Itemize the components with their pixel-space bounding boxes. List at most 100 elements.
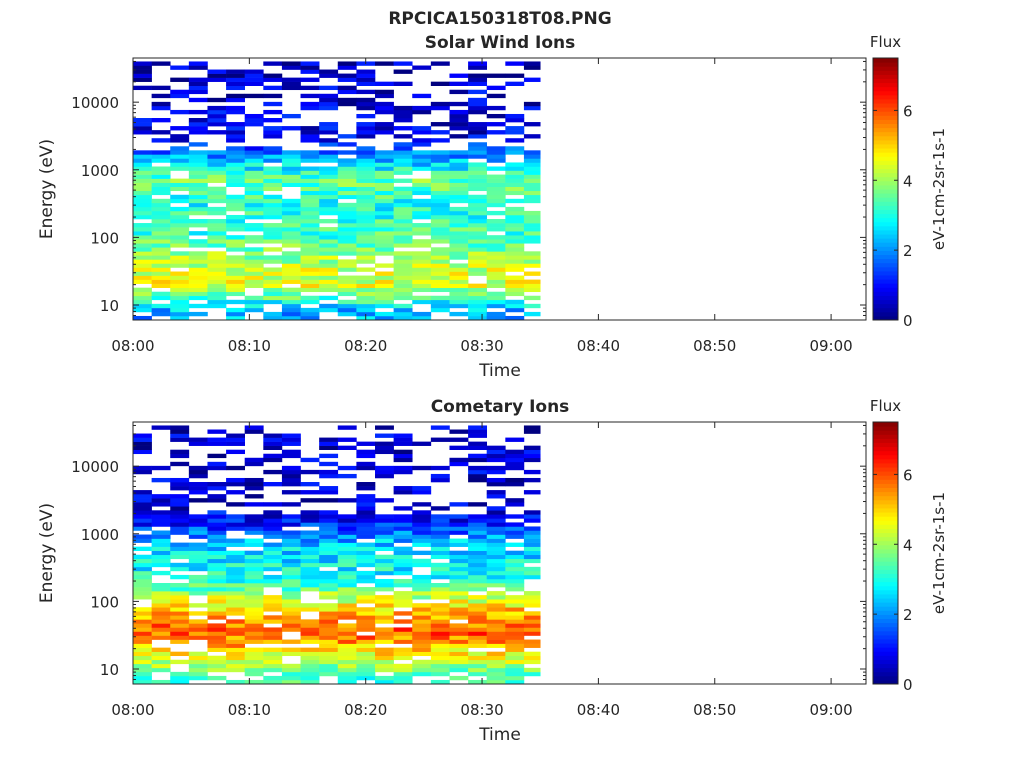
solar-wind-cell (375, 263, 394, 268)
solar-wind-cell (486, 182, 506, 187)
solar-wind-cell (151, 85, 171, 91)
cometary-cell (393, 534, 413, 539)
solar-wind-cell (188, 186, 208, 192)
cometary-cell (412, 578, 432, 584)
solar-wind-cell (486, 275, 506, 280)
solar-wind-cell (151, 174, 171, 179)
solar-wind-cell (356, 105, 376, 111)
solar-wind-cell (486, 122, 506, 127)
solar-wind-cell (319, 150, 339, 155)
cometary-cell (449, 627, 469, 632)
solar-wind-cell (449, 206, 469, 212)
solar-wind-cell (244, 259, 264, 264)
solar-wind-cell (244, 299, 264, 305)
solar-wind-cell (133, 166, 152, 171)
solar-wind-cell (226, 247, 245, 252)
cometary-cell (263, 534, 283, 539)
cometary-cell (523, 477, 541, 483)
cometary-cell (319, 583, 339, 588)
cometary-cell (188, 635, 208, 640)
solar-wind-cell (244, 162, 264, 167)
cometary-cell (300, 663, 320, 669)
solar-wind-cell (133, 182, 152, 187)
cometary-cell (151, 659, 171, 665)
cometary-cell (281, 651, 301, 657)
solar-wind-cell (393, 239, 413, 244)
solar-wind-cell (300, 158, 320, 163)
solar-wind-colorbar-segment (873, 131, 898, 137)
solar-wind-cell (337, 85, 357, 91)
cometary-cell (319, 627, 339, 632)
solar-wind-cell (412, 295, 432, 301)
cometary-cell (188, 675, 208, 681)
solar-wind-cell (300, 299, 320, 305)
solar-wind-cell (151, 227, 171, 232)
cometary-cell (356, 494, 376, 499)
solar-wind-cell (523, 174, 541, 179)
cometary-cell (300, 522, 320, 527)
solar-wind-cell (337, 158, 357, 163)
cometary-cell (263, 542, 283, 547)
solar-wind-cell (170, 162, 190, 167)
cometary-cell (319, 591, 339, 596)
solar-wind-cell (263, 186, 283, 192)
cometary-cell (319, 510, 339, 515)
cometary-cell (170, 611, 190, 616)
solar-wind-cell (226, 81, 245, 86)
cometary-cell (133, 639, 152, 644)
solar-wind-cell (356, 190, 376, 196)
solar-wind-colorbar-segment (873, 197, 898, 202)
solar-wind-cell (486, 235, 506, 240)
cometary-cell (337, 526, 357, 531)
cometary-cell (170, 530, 190, 535)
cometary-cell (170, 554, 190, 560)
cometary-cell (505, 611, 525, 616)
solar-wind-cell (281, 239, 301, 244)
solar-wind-cell (375, 158, 394, 163)
solar-wind-cell (449, 239, 469, 244)
cometary-cell (356, 486, 376, 491)
solar-wind-cell (207, 223, 227, 228)
solar-wind-cell (151, 311, 171, 317)
solar-wind-cell (170, 271, 190, 276)
solar-wind-cell (468, 259, 488, 264)
cometary-cell (207, 498, 227, 503)
solar-wind-cell (356, 287, 376, 293)
cometary-colorbar-segment (873, 622, 898, 628)
solar-wind-cell (523, 255, 541, 260)
cometary-cell (133, 583, 152, 588)
solar-wind-cell (170, 315, 190, 321)
cometary-cell (207, 675, 227, 681)
cometary-colorbar-segment (873, 512, 898, 517)
solar-wind-cell (263, 73, 283, 78)
cometary-cell (263, 679, 283, 685)
solar-wind-cell (375, 194, 394, 200)
solar-wind-cell (188, 89, 208, 95)
cometary-cell (151, 663, 171, 669)
solar-wind-cell (207, 287, 227, 293)
solar-wind-cell (449, 291, 469, 297)
cometary-cell (412, 530, 432, 535)
cometary-cell (151, 530, 171, 535)
solar-wind-cell (133, 267, 152, 272)
cometary-cell (300, 570, 320, 576)
cometary-x-tick-label: 08:40 (577, 701, 620, 719)
solar-wind-cell (281, 158, 301, 163)
cometary-cell (281, 453, 301, 459)
cometary-cell (356, 526, 376, 531)
cometary-cell (468, 538, 488, 543)
cometary-cell (356, 570, 376, 576)
cometary-cell (486, 542, 506, 547)
solar-wind-cell (133, 315, 152, 321)
cometary-cell (263, 639, 283, 644)
solar-wind-cell (356, 214, 376, 220)
solar-wind-cell (523, 198, 541, 204)
cometary-cell (263, 651, 283, 657)
cometary-cell (151, 583, 171, 588)
solar-wind-cell (375, 202, 394, 208)
cometary-cell (486, 671, 506, 677)
cometary-cell (337, 425, 357, 430)
solar-wind-cell (375, 315, 394, 321)
solar-wind-cell (412, 150, 432, 155)
solar-wind-cell (523, 162, 541, 167)
